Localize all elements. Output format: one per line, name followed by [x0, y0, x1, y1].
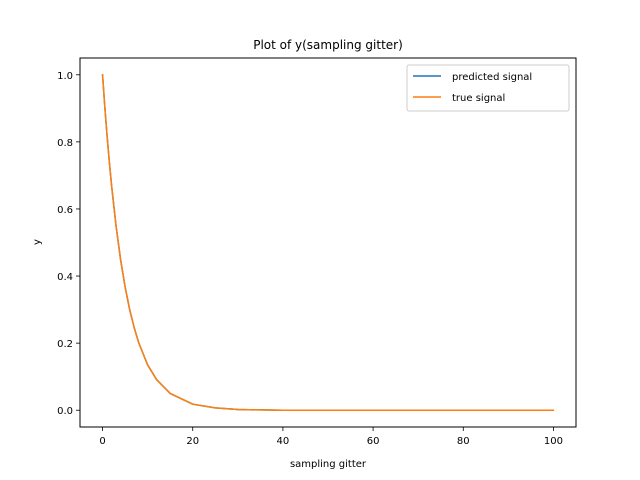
- y-tick-label: 0.8: [57, 138, 73, 149]
- y-tick-label: 0.2: [57, 339, 73, 350]
- y-tick-label: 0.6: [57, 205, 73, 216]
- x-tick-label: 100: [544, 436, 563, 447]
- x-axis-label: sampling gitter: [290, 459, 367, 470]
- axes-frame: [79, 57, 577, 428]
- x-tick-label: 20: [186, 436, 199, 447]
- x-axis: 0 20 40 60 80 100: [99, 427, 563, 447]
- y-axis: 0.0 0.2 0.4 0.6 0.8 1.0: [57, 71, 80, 417]
- x-tick-label: 80: [457, 436, 470, 447]
- y-tick-label: 0.0: [57, 406, 73, 417]
- chart-title: Plot of y(sampling gitter): [253, 38, 403, 52]
- x-tick-label: 0: [99, 436, 105, 447]
- x-tick-label: 60: [367, 436, 380, 447]
- x-tick-label: 40: [277, 436, 290, 447]
- plot-area: [79, 57, 577, 428]
- y-tick-label: 1.0: [57, 71, 73, 82]
- series-group: [101, 74, 555, 411]
- legend-label-predicted: predicted signal: [452, 72, 532, 83]
- y-tick-label: 0.4: [57, 272, 73, 283]
- legend: predicted signal true signal: [406, 64, 570, 112]
- series-line-true-signal: [101, 74, 555, 411]
- y-axis-label: y: [32, 239, 43, 245]
- legend-box: [406, 64, 570, 112]
- legend-label-true: true signal: [452, 93, 505, 104]
